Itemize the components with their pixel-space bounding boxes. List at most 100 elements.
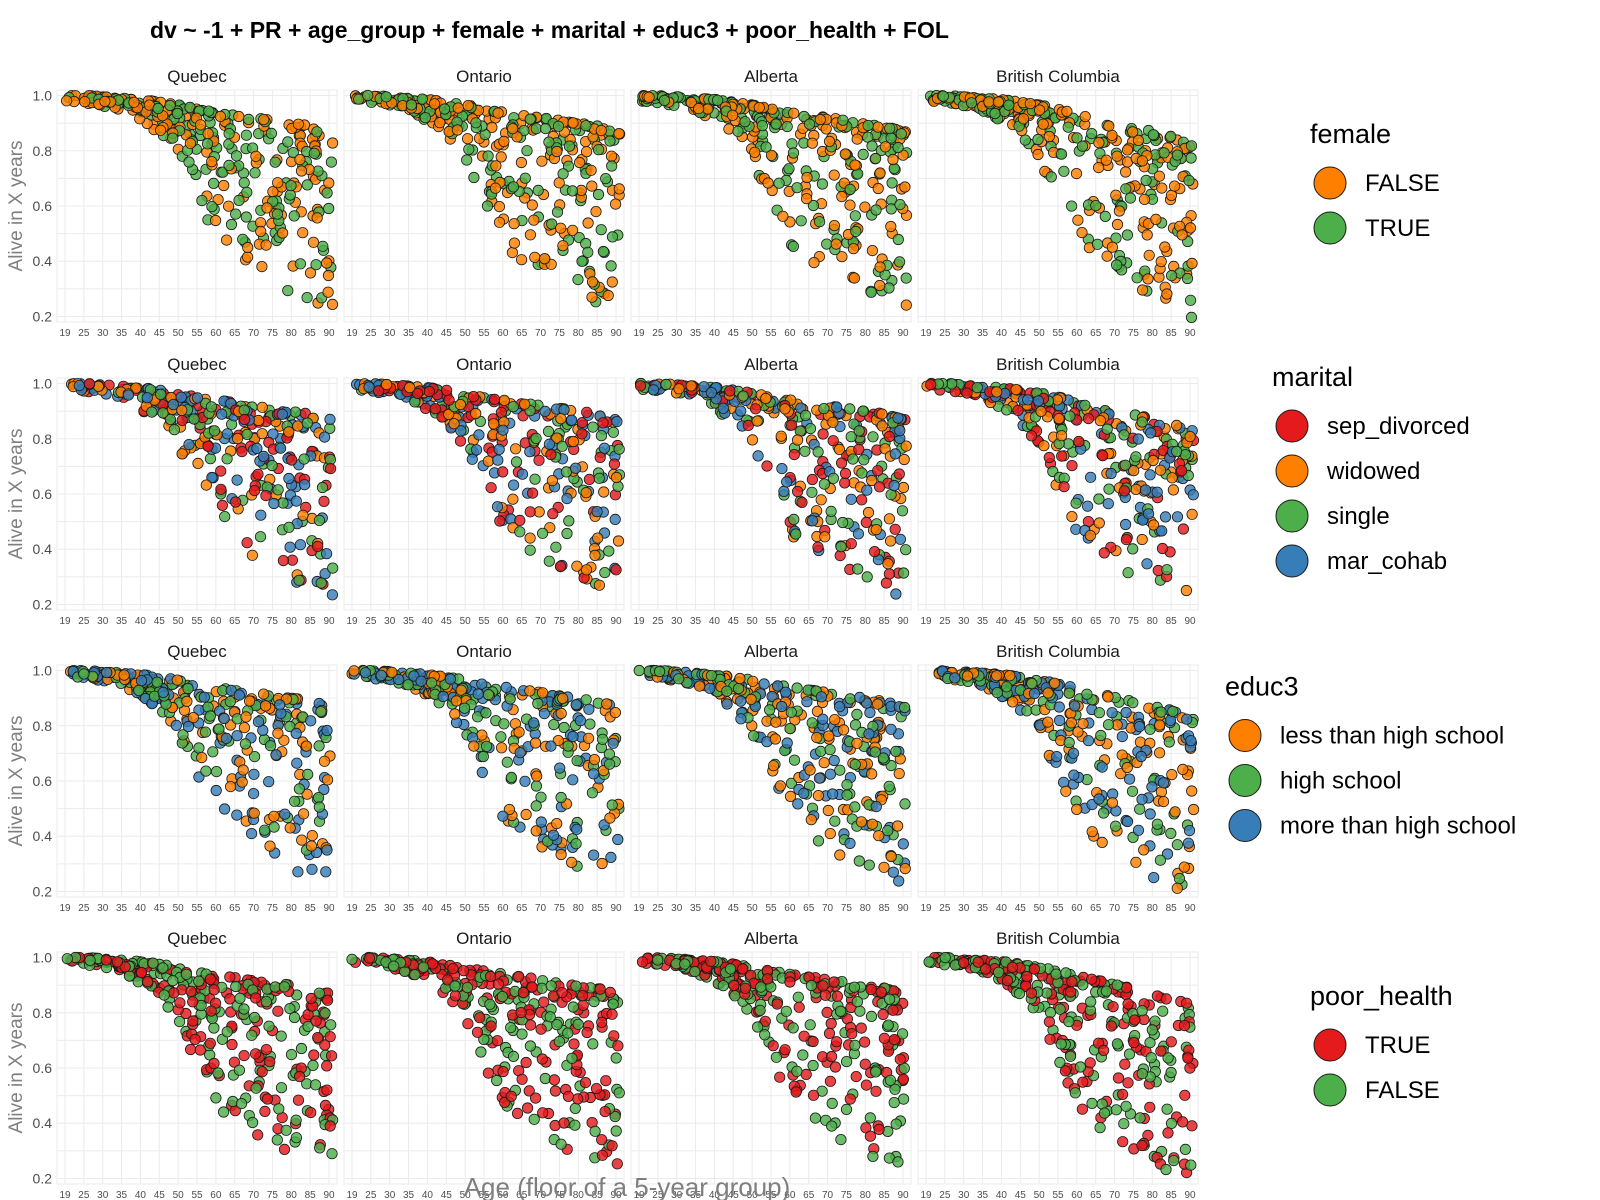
data-point: [1000, 404, 1013, 416]
data-point: [900, 272, 912, 284]
data-point: [206, 201, 218, 213]
data-point: [603, 545, 615, 557]
data-point: [455, 425, 467, 437]
data-point: [482, 688, 494, 701]
data-point: [586, 276, 599, 288]
data-point: [193, 742, 205, 754]
data-point: [323, 202, 335, 215]
x-tick-label: 90: [323, 616, 335, 627]
data-point: [1103, 120, 1115, 132]
data-point: [231, 809, 243, 821]
data-point: [283, 426, 295, 438]
data-point: [1151, 818, 1164, 830]
data-point: [894, 533, 907, 545]
data-point: [991, 686, 1003, 699]
facet-label: Quebec: [167, 929, 227, 948]
facet-label: Ontario: [456, 929, 512, 948]
data-point: [1093, 137, 1105, 149]
data-point: [582, 217, 594, 229]
data-point: [313, 801, 325, 813]
x-tick-label: 75: [1128, 328, 1140, 339]
data-point: [1086, 826, 1098, 838]
x-tick-label: 50: [747, 616, 759, 627]
y-tick-label: 0.6: [33, 198, 53, 214]
data-point: [892, 233, 904, 246]
data-point: [847, 243, 860, 255]
data-point: [193, 975, 205, 987]
data-point: [900, 544, 912, 556]
data-point: [1159, 511, 1172, 523]
data-point: [569, 462, 582, 474]
data-point: [1049, 677, 1061, 689]
data-point: [1098, 547, 1110, 559]
data-point: [770, 118, 782, 130]
data-point: [1136, 155, 1149, 167]
data-point: [873, 830, 885, 842]
data-point: [570, 838, 582, 850]
data-point: [1102, 691, 1114, 703]
data-point: [825, 505, 837, 517]
data-point: [482, 455, 494, 467]
data-point: [278, 1143, 291, 1156]
data-point: [444, 673, 456, 685]
data-point: [1145, 427, 1157, 439]
data-point: [812, 446, 824, 458]
data-point: [199, 726, 212, 738]
facet-label: Quebec: [167, 67, 227, 86]
data-point: [530, 432, 542, 444]
data-point: [1043, 130, 1055, 143]
data-point: [325, 156, 337, 168]
data-point: [857, 148, 869, 160]
data-point: [815, 745, 827, 758]
data-point: [858, 454, 870, 466]
data-point: [497, 466, 509, 478]
data-point: [543, 438, 556, 450]
data-point: [314, 1142, 326, 1154]
data-point: [872, 465, 884, 477]
data-point: [312, 791, 325, 804]
data-point: [1068, 769, 1080, 781]
data-point: [1132, 824, 1145, 836]
x-tick-label: 30: [671, 616, 683, 627]
x-tick-label: 60: [210, 616, 222, 627]
data-point: [326, 1148, 338, 1160]
data-point: [853, 855, 865, 867]
data-point: [1186, 785, 1198, 797]
data-point: [1148, 871, 1160, 884]
data-point: [773, 177, 785, 189]
data-point: [61, 953, 73, 965]
data-point: [1076, 227, 1088, 239]
data-point: [1070, 497, 1082, 509]
data-point: [552, 120, 565, 132]
data-point: [567, 774, 579, 786]
data-point: [60, 95, 73, 107]
data-point: [111, 956, 124, 968]
data-point: [1105, 467, 1117, 480]
x-tick-label: 75: [554, 616, 566, 627]
data-point: [174, 997, 186, 1009]
data-point: [272, 484, 284, 496]
data-point: [864, 706, 876, 719]
data-point: [524, 685, 536, 697]
data-point: [312, 1032, 324, 1044]
data-point: [898, 453, 910, 466]
x-tick-label: 50: [747, 903, 759, 914]
data-point: [491, 501, 504, 513]
data-point: [509, 443, 522, 455]
data-point: [536, 687, 549, 699]
data-point: [876, 420, 888, 432]
data-point: [555, 848, 567, 861]
data-point: [264, 1056, 276, 1068]
data-points: [636, 90, 913, 311]
data-point: [259, 1105, 271, 1118]
data-point: [167, 975, 179, 987]
data-point: [250, 150, 262, 162]
data-point: [745, 693, 757, 706]
x-tick-label: 19: [346, 903, 358, 914]
data-point: [593, 472, 605, 484]
data-point: [510, 456, 523, 468]
data-point: [405, 99, 417, 111]
data-point: [547, 508, 559, 520]
y-axis-label: Alive in X years: [6, 1003, 27, 1134]
data-point: [255, 225, 267, 237]
